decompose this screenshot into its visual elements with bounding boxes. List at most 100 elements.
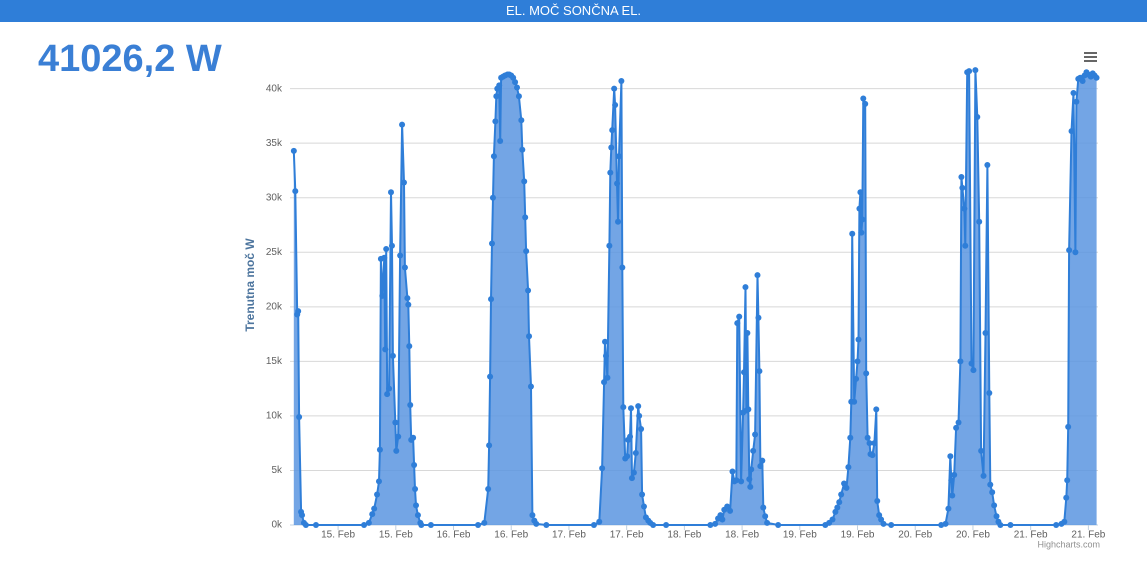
data-point (984, 162, 991, 168)
y-tick-label: 35k (266, 138, 283, 149)
data-point (302, 522, 309, 528)
data-point (388, 189, 394, 196)
data-point (1070, 90, 1077, 96)
data-point (638, 426, 645, 432)
menu-button[interactable] (1084, 52, 1097, 62)
data-point (604, 374, 611, 381)
data-point (750, 447, 757, 454)
data-point (859, 216, 866, 223)
data-point (620, 404, 627, 411)
data-point (947, 453, 954, 460)
data-point (606, 242, 613, 249)
data-point (611, 85, 618, 92)
menu-bar (1084, 56, 1097, 58)
data-point (523, 248, 530, 255)
data-point (527, 383, 534, 390)
data-point (874, 498, 881, 504)
data-point (619, 264, 626, 271)
data-point (1068, 128, 1075, 135)
data-point (388, 242, 395, 249)
data-point (855, 336, 862, 343)
data-point (650, 522, 657, 528)
y-tick-label: 10k (266, 411, 283, 422)
data-point (747, 483, 754, 490)
data-point (748, 466, 755, 473)
data-point (970, 367, 977, 374)
data-point (533, 520, 540, 527)
data-point (488, 296, 495, 303)
data-point (636, 412, 643, 419)
data-point (953, 424, 960, 431)
area-fill (293, 70, 1097, 525)
data-point (522, 214, 529, 221)
x-tick-label: 16. Feb (494, 530, 528, 541)
data-point (640, 503, 647, 510)
data-point (497, 138, 504, 144)
y-tick-label: 5k (271, 465, 283, 476)
data-point (405, 301, 412, 308)
data-point (475, 522, 482, 528)
data-point (724, 503, 731, 510)
data-point (381, 254, 388, 261)
data-point (880, 520, 887, 527)
data-point (829, 516, 836, 523)
data-point (375, 478, 382, 485)
y-tick-label: 25k (266, 247, 283, 258)
data-point (639, 491, 646, 498)
data-point (851, 398, 858, 405)
data-point (976, 218, 983, 225)
header-title: EL. MOČ SONČNA EL. (0, 0, 1147, 22)
x-tick-label: 18. Feb (667, 530, 701, 541)
data-point (526, 333, 533, 340)
data-point (365, 519, 372, 526)
data-point (414, 512, 421, 519)
data-point (627, 405, 634, 412)
data-point (393, 447, 400, 454)
data-point (762, 513, 769, 520)
data-point (615, 218, 622, 225)
data-point (854, 358, 861, 365)
data-point (521, 178, 528, 185)
data-point (757, 463, 764, 470)
data-point (736, 313, 743, 320)
x-tick-label: 15. Feb (379, 530, 413, 541)
data-point (361, 522, 368, 528)
data-point (878, 516, 885, 523)
data-point (512, 79, 519, 86)
data-point (489, 194, 496, 201)
x-tick-label: 18. Feb (725, 530, 759, 541)
data-point (1079, 78, 1086, 84)
data-point (760, 504, 767, 511)
data-point (742, 284, 749, 291)
data-point (663, 522, 670, 528)
data-point (400, 179, 407, 186)
data-point (733, 477, 740, 484)
data-point (590, 522, 597, 528)
data-point (630, 469, 637, 476)
data-point (847, 434, 854, 441)
data-point (754, 272, 761, 279)
data-point (383, 246, 390, 252)
data-point (974, 114, 981, 120)
data-point (290, 147, 297, 154)
data-point (745, 406, 752, 413)
y-tick-label: 30k (266, 192, 283, 203)
data-point (958, 174, 965, 180)
data-point (1007, 522, 1014, 528)
data-point (1066, 247, 1073, 254)
data-point (485, 486, 492, 492)
data-point (980, 472, 987, 479)
data-point (712, 520, 719, 527)
data-point (764, 519, 771, 526)
y-tick-label: 0k (271, 520, 283, 531)
data-point (632, 450, 639, 456)
data-point (727, 507, 734, 514)
data-point (481, 519, 488, 526)
data-point (299, 512, 306, 519)
data-point (407, 402, 414, 408)
data-point (296, 414, 303, 420)
data-point (418, 522, 425, 528)
data-point (627, 433, 634, 440)
data-point (618, 78, 625, 84)
data-point (775, 522, 782, 528)
